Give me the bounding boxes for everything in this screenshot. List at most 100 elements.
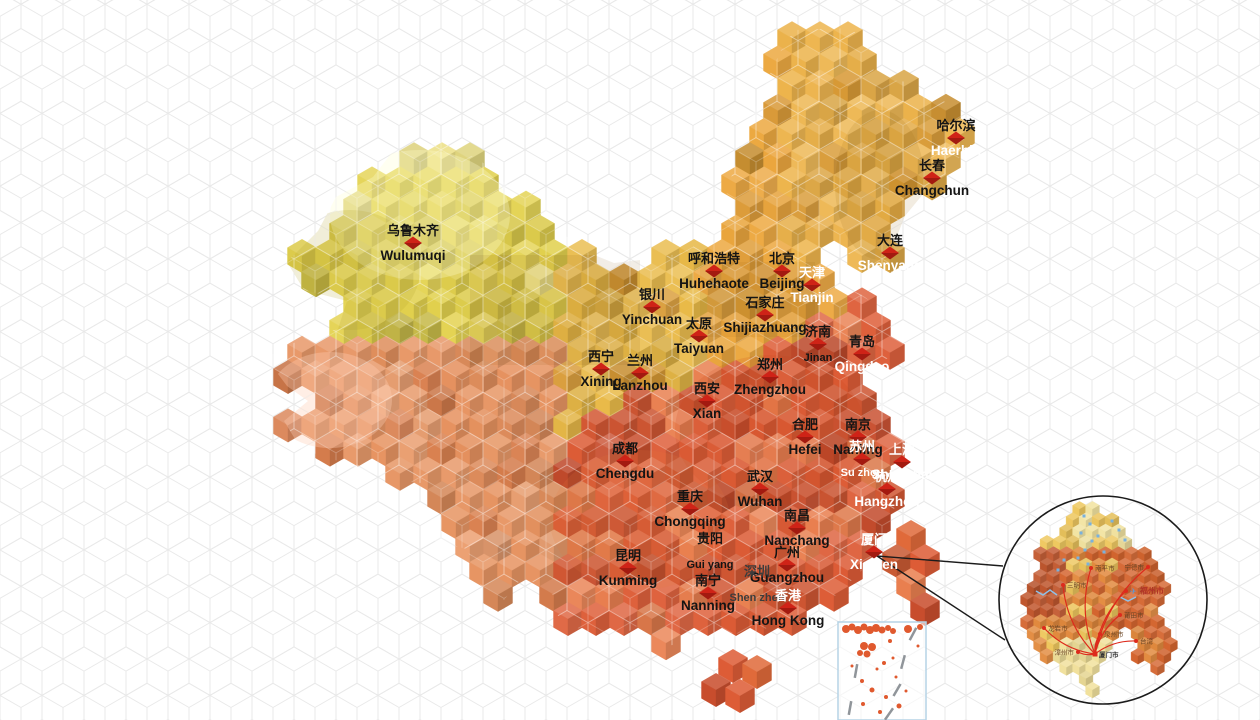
city-qingdao[interactable]: 青岛 Qingdao (835, 334, 890, 374)
island-dot (888, 639, 892, 643)
city-wuhan[interactable]: 武汉 Wuhan (738, 469, 783, 509)
city-label-cn: 南宁 (695, 573, 721, 588)
city-xian[interactable]: 西安 Xian (693, 381, 722, 421)
city-yinchuan[interactable]: 银川 Yinchuan (622, 287, 682, 327)
city-marker-icon (779, 601, 797, 608)
city-hangzhou[interactable]: 杭州 Hangzhou (854, 469, 919, 509)
city-label-cn: 太原 (685, 316, 712, 331)
city-marker-icon (778, 565, 796, 572)
city-label-cn: 大连 (877, 233, 904, 248)
city-label-en: Yinchuan (622, 312, 682, 327)
city-marker-icon (923, 178, 941, 185)
city-xining[interactable]: 西宁 Xining (580, 349, 621, 389)
city-su-zhou[interactable]: 苏州 Su zhou (841, 439, 884, 479)
city-nanjing[interactable]: 南京 Nanjing (833, 417, 883, 457)
city-gui-yang[interactable]: 贵阳 Gui yang (686, 531, 733, 571)
city-zhengzhou[interactable]: 郑州 Zhengzhou (734, 357, 806, 397)
city-jinan[interactable]: 济南 Jinan (804, 324, 833, 364)
city-label-cn: 成都 (612, 441, 638, 456)
city-marker-icon (681, 502, 699, 509)
island-dot (890, 628, 896, 634)
island-dot (848, 623, 856, 631)
city-marker-icon (616, 461, 634, 468)
city-label-cn: 香港 (774, 588, 802, 603)
city-label-en: Qingdao (835, 359, 890, 374)
city-label-en: Lanzhou (612, 378, 668, 393)
city-tianjin[interactable]: 天津 Tianjin (790, 265, 833, 305)
city-marker-icon (690, 329, 708, 336)
city-label-cn: 济南 (805, 324, 831, 339)
city-haerbin[interactable]: 哈尔滨 Haerbin (931, 118, 981, 158)
city-shijiazhuang[interactable]: 石家庄 Shijiazhuang (723, 295, 806, 335)
island-dot (884, 695, 888, 699)
city-label-en: Xining (580, 374, 621, 389)
city-marker-icon (699, 593, 717, 600)
city-marker-icon (853, 459, 871, 466)
city-huhehaote[interactable]: 呼和浩特 Huhehaote (679, 251, 749, 291)
town-dot (1096, 534, 1100, 538)
city-chengdu[interactable]: 成都 Chengdu (596, 441, 655, 481)
inset-hub-label: 厦门市 (1099, 650, 1119, 659)
city-marker-icon (803, 285, 821, 292)
island-dot (916, 644, 920, 648)
island-dot (850, 664, 854, 668)
city-xiamen[interactable]: 厦门 Xiamen (850, 532, 898, 572)
city-hefei[interactable]: 合肥 Hefei (788, 417, 821, 457)
city-changchun[interactable]: 长春 Changchun (895, 158, 969, 198)
city-shanghai[interactable]: 上海 Shanghai (872, 442, 933, 482)
flight-spoke-line (1084, 567, 1096, 655)
city-label-en: Xian (693, 406, 722, 421)
city-label-cn: 西宁 (588, 349, 614, 364)
city-label-en: Nanjing (833, 442, 883, 457)
city-marker-icon (853, 347, 871, 354)
city-hong-kong[interactable]: 香港 Hong Kong (752, 588, 825, 628)
city-label-en: Shen zhen (729, 592, 784, 604)
inset-city-label: 台湾 (1140, 637, 1154, 646)
city-shenyang[interactable]: 大连 Shenyang (858, 233, 923, 273)
inset-city-dot (1076, 650, 1080, 654)
island-dot (904, 689, 908, 693)
city-label-cn: 天津 (799, 265, 825, 280)
island-dot (878, 626, 886, 634)
city-label-cn: 深圳 (744, 564, 770, 579)
magnifier-callout-lines (876, 555, 1006, 641)
city-kunming[interactable]: 昆明 Kunming (599, 548, 658, 588)
nine-dash-segment (908, 627, 918, 641)
island-dot (842, 625, 850, 633)
town-dot (1102, 550, 1106, 554)
city-label-en: Zhengzhou (734, 382, 806, 397)
city-label-en: Wulumuqi (381, 248, 446, 263)
town-dot (1110, 519, 1114, 523)
city-label-en: Chongqing (654, 514, 725, 529)
nine-dash-segment (847, 700, 853, 716)
city-marker-icon (788, 521, 806, 528)
city-marker-icon (893, 462, 911, 469)
island-dot (885, 625, 891, 631)
town-dot (1086, 562, 1090, 566)
inset-city-label: 三明市 (1067, 581, 1087, 590)
city-guangzhou[interactable]: 广州 Guangzhou (750, 545, 824, 585)
city-marker-icon (404, 236, 422, 243)
city-nanning[interactable]: 南宁 Nanning (681, 573, 735, 613)
island-dot (861, 702, 865, 706)
island-dot (872, 624, 880, 632)
city-marker-icon (878, 482, 896, 489)
city-shen-zhen[interactable]: 深圳 Shen zhen (729, 564, 784, 604)
city-marker-icon (778, 558, 796, 565)
city-taiyuan[interactable]: 太原 Taiyuan (674, 316, 724, 356)
city-marker-icon (779, 608, 797, 615)
city-beijing[interactable]: 北京 Beijing (759, 251, 804, 291)
city-marker-icon (631, 373, 649, 380)
city-wulumuqi[interactable]: 乌鲁木齐 Wulumuqi (381, 223, 446, 263)
city-marker-icon (761, 377, 779, 384)
city-chongqing[interactable]: 重庆 Chongqing (654, 489, 725, 529)
city-nanchang[interactable]: 南昌 Nanchang (764, 508, 829, 548)
city-marker-icon (788, 528, 806, 535)
city-label-en: Chengdu (596, 466, 655, 481)
city-lanzhou[interactable]: 兰州 Lanzhou (612, 353, 668, 393)
inset-city-dot (1124, 589, 1128, 593)
city-marker-icon (756, 308, 774, 315)
city-marker-icon (705, 264, 723, 271)
city-label-cn: 武汉 (747, 469, 774, 484)
city-marker-icon (592, 369, 610, 376)
